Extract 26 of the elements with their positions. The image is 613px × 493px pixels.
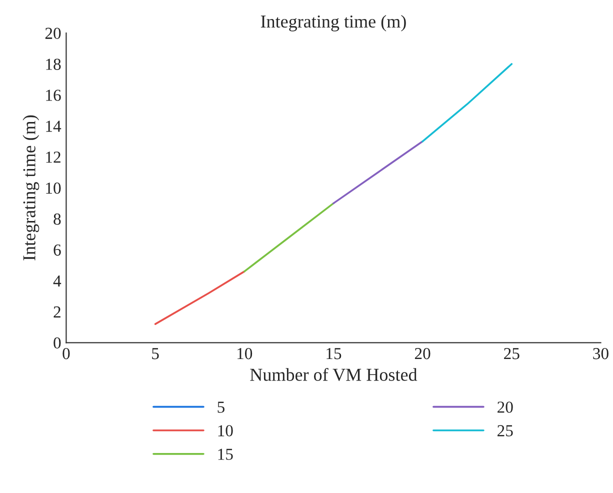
legend-label: 5	[218, 402, 224, 413]
legend-label: 15	[218, 448, 233, 460]
x-tick-label: 15	[326, 348, 342, 360]
y-tick-label: 12	[46, 152, 60, 163]
y-tick-label: 14	[46, 120, 62, 132]
y-tick-label: 8	[54, 213, 61, 225]
y-tick-label: 10	[46, 182, 61, 194]
x-tick-label: 30	[593, 348, 608, 360]
y-tick-label: 4	[53, 276, 62, 286]
y-tick-label: 6	[54, 244, 61, 256]
legend-label: 20	[498, 402, 513, 413]
chart-title: Integrating time (m)	[260, 14, 406, 32]
x-tick-label: 10	[238, 348, 252, 360]
y-axis-title: Integrating time (m)	[22, 115, 40, 260]
x-tick-label: 25	[504, 348, 520, 360]
legend-label: 10	[218, 425, 233, 436]
y-tick-label: 16	[46, 90, 61, 101]
y-tick-label: 20	[45, 28, 61, 39]
y-tick-label: 18	[46, 58, 61, 70]
y-tick-label: 2	[54, 306, 60, 318]
x-axis-title: Number of VM Hosted	[250, 368, 418, 381]
x-tick-label: 5	[152, 348, 159, 360]
y-tick-label: 0	[54, 337, 61, 349]
legend-label: 25	[498, 425, 513, 436]
x-tick-label: 20	[414, 348, 430, 360]
x-tick-label: 0	[62, 348, 70, 360]
